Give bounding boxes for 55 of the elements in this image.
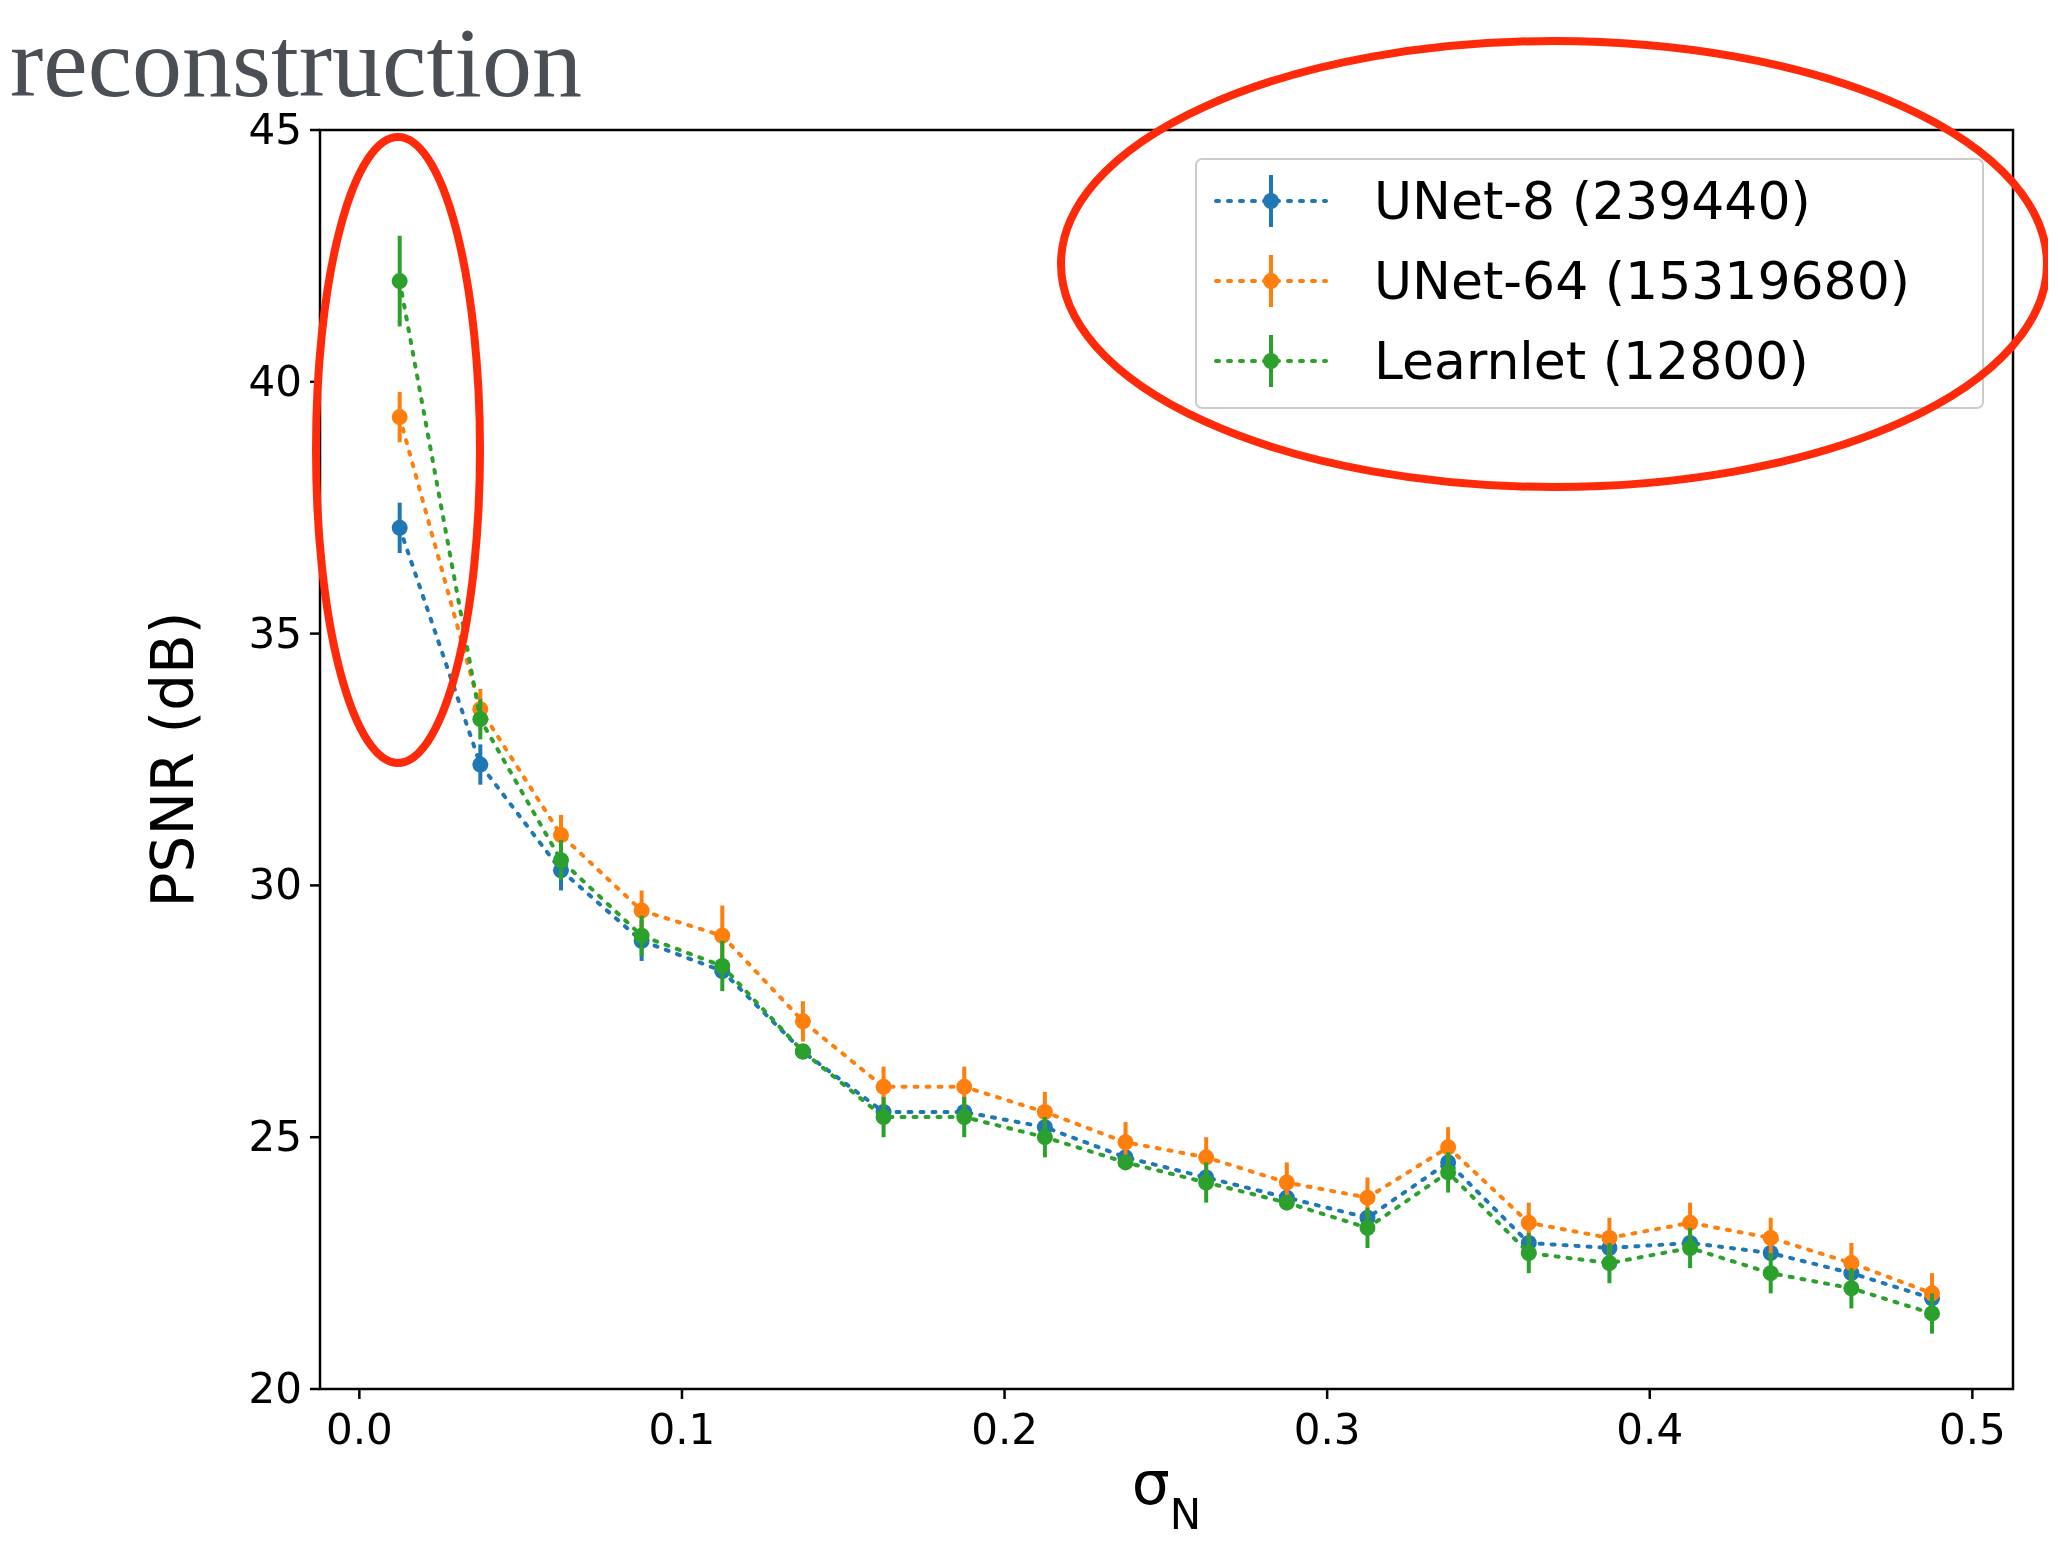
point bbox=[956, 1109, 973, 1126]
point bbox=[875, 1109, 892, 1126]
point bbox=[794, 1013, 811, 1030]
point bbox=[1440, 1164, 1457, 1181]
point bbox=[1762, 1265, 1779, 1282]
legend-label: UNet-64 (15319680) bbox=[1374, 251, 1911, 311]
legend-label: UNet-8 (239440) bbox=[1374, 171, 1811, 231]
x-tick-label: 0.4 bbox=[1616, 1405, 1684, 1454]
point bbox=[1520, 1214, 1537, 1231]
y-tick-label: 25 bbox=[248, 1112, 302, 1162]
x-tick-label: 0.1 bbox=[648, 1405, 716, 1454]
point bbox=[1117, 1154, 1134, 1171]
point bbox=[1924, 1305, 1941, 1322]
point bbox=[1843, 1280, 1860, 1297]
point bbox=[1198, 1174, 1215, 1191]
y-tick-label: 35 bbox=[248, 608, 302, 658]
y-tick-label: 30 bbox=[248, 860, 302, 910]
point bbox=[1440, 1139, 1457, 1156]
point bbox=[1601, 1255, 1618, 1272]
point bbox=[552, 852, 569, 869]
x-axis-title: σ$_{N}$ bbox=[1131, 1448, 1202, 1539]
point bbox=[552, 827, 569, 844]
point bbox=[1843, 1255, 1860, 1272]
point bbox=[391, 409, 408, 426]
x-tick-label: 0.3 bbox=[1293, 1405, 1361, 1454]
point bbox=[472, 711, 489, 728]
point bbox=[1117, 1134, 1134, 1151]
x-tick-label: 0.0 bbox=[325, 1405, 393, 1454]
point bbox=[1278, 1174, 1295, 1191]
point bbox=[633, 902, 650, 919]
x-tick-label: 0.2 bbox=[971, 1405, 1038, 1454]
legend-label: Learnlet (12800) bbox=[1374, 331, 1809, 391]
point bbox=[1278, 1194, 1295, 1211]
point bbox=[1601, 1229, 1618, 1246]
y-tick-label: 20 bbox=[248, 1364, 302, 1413]
point bbox=[1036, 1129, 1053, 1146]
point bbox=[1036, 1104, 1053, 1121]
point bbox=[472, 756, 489, 773]
point bbox=[1198, 1149, 1215, 1166]
point bbox=[391, 519, 408, 536]
point bbox=[956, 1078, 973, 1095]
point bbox=[875, 1078, 892, 1095]
point bbox=[1682, 1214, 1699, 1231]
point bbox=[1520, 1245, 1537, 1262]
point bbox=[1359, 1189, 1376, 1206]
y-tick-label: 40 bbox=[248, 356, 302, 406]
point bbox=[714, 957, 731, 974]
x-tick-label: 0.5 bbox=[1938, 1405, 2006, 1454]
point bbox=[1682, 1239, 1699, 1256]
point bbox=[714, 927, 731, 944]
point bbox=[1762, 1229, 1779, 1246]
point bbox=[1359, 1219, 1376, 1236]
y-axis-title: PSNR (dB) bbox=[139, 611, 207, 908]
point bbox=[391, 273, 408, 290]
point bbox=[633, 927, 650, 944]
